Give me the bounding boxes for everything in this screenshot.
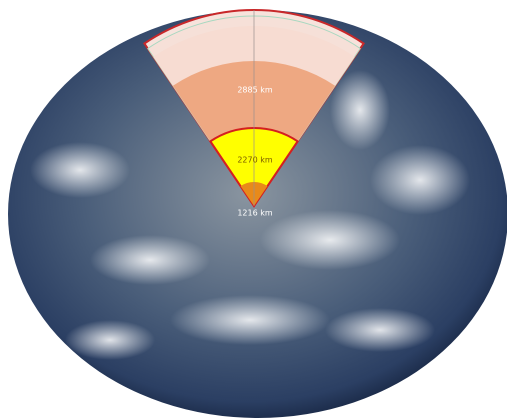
cloud bbox=[260, 210, 400, 270]
clouds bbox=[30, 70, 470, 360]
mantle-label: 2885 km bbox=[237, 86, 273, 95]
cloud bbox=[370, 145, 470, 215]
cloud bbox=[330, 70, 390, 150]
cloud bbox=[30, 142, 130, 198]
outer-core-label: 2270 km bbox=[237, 156, 273, 165]
cloud bbox=[90, 235, 210, 285]
cloud bbox=[325, 308, 435, 352]
inner-core-label: 1216 km bbox=[237, 209, 273, 218]
cloud bbox=[65, 320, 155, 360]
cloud bbox=[170, 295, 330, 345]
cutaway bbox=[143, 9, 365, 208]
